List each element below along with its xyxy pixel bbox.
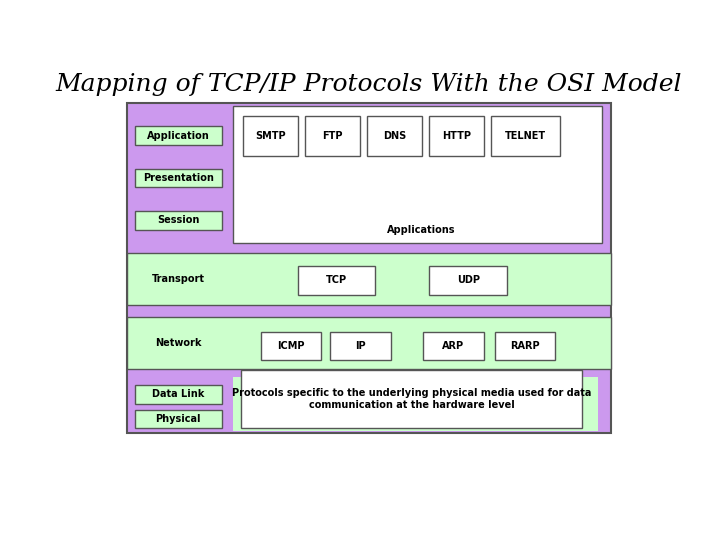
Text: Physical: Physical [156,414,201,424]
Text: SMTP: SMTP [256,131,286,140]
Bar [297,266,375,295]
Bar [135,410,222,428]
Text: HTTP: HTTP [442,131,471,140]
Bar [495,332,555,360]
Text: ARP: ARP [442,341,464,351]
Bar [429,116,484,156]
Bar [492,116,559,156]
Bar [140,271,217,287]
Text: RARP: RARP [510,341,539,351]
Bar [127,316,611,369]
Text: Protocols specific to the underlying physical media used for data
communication : Protocols specific to the underlying phy… [232,388,591,410]
Text: IP: IP [355,341,366,351]
Text: FTP: FTP [323,131,343,140]
Bar [241,370,582,428]
Bar [135,211,222,230]
Text: ICMP: ICMP [277,341,305,351]
Text: UDP: UDP [456,275,480,286]
Text: Network: Network [155,338,202,348]
Bar [423,332,484,360]
Text: TELNET: TELNET [505,131,546,140]
Text: Transport: Transport [152,274,205,284]
Bar [135,126,222,145]
Text: Data Link: Data Link [152,389,204,400]
Text: Mapping of TCP/IP Protocols With the OSI Model: Mapping of TCP/IP Protocols With the OSI… [55,72,683,96]
Bar [233,106,601,244]
Bar [367,116,422,156]
Bar [135,168,222,187]
Bar [135,385,222,403]
Text: Session: Session [157,215,199,225]
Bar [330,332,391,360]
Bar [127,253,611,305]
Bar [127,103,611,433]
Text: Applications: Applications [387,225,455,235]
Bar [305,116,360,156]
Bar [429,266,507,295]
Bar [233,377,598,431]
Text: Presentation: Presentation [143,173,214,183]
Text: TCP: TCP [326,275,347,286]
Bar [243,116,297,156]
Text: Application: Application [147,131,210,140]
Bar [261,332,321,360]
Text: DNS: DNS [383,131,406,140]
